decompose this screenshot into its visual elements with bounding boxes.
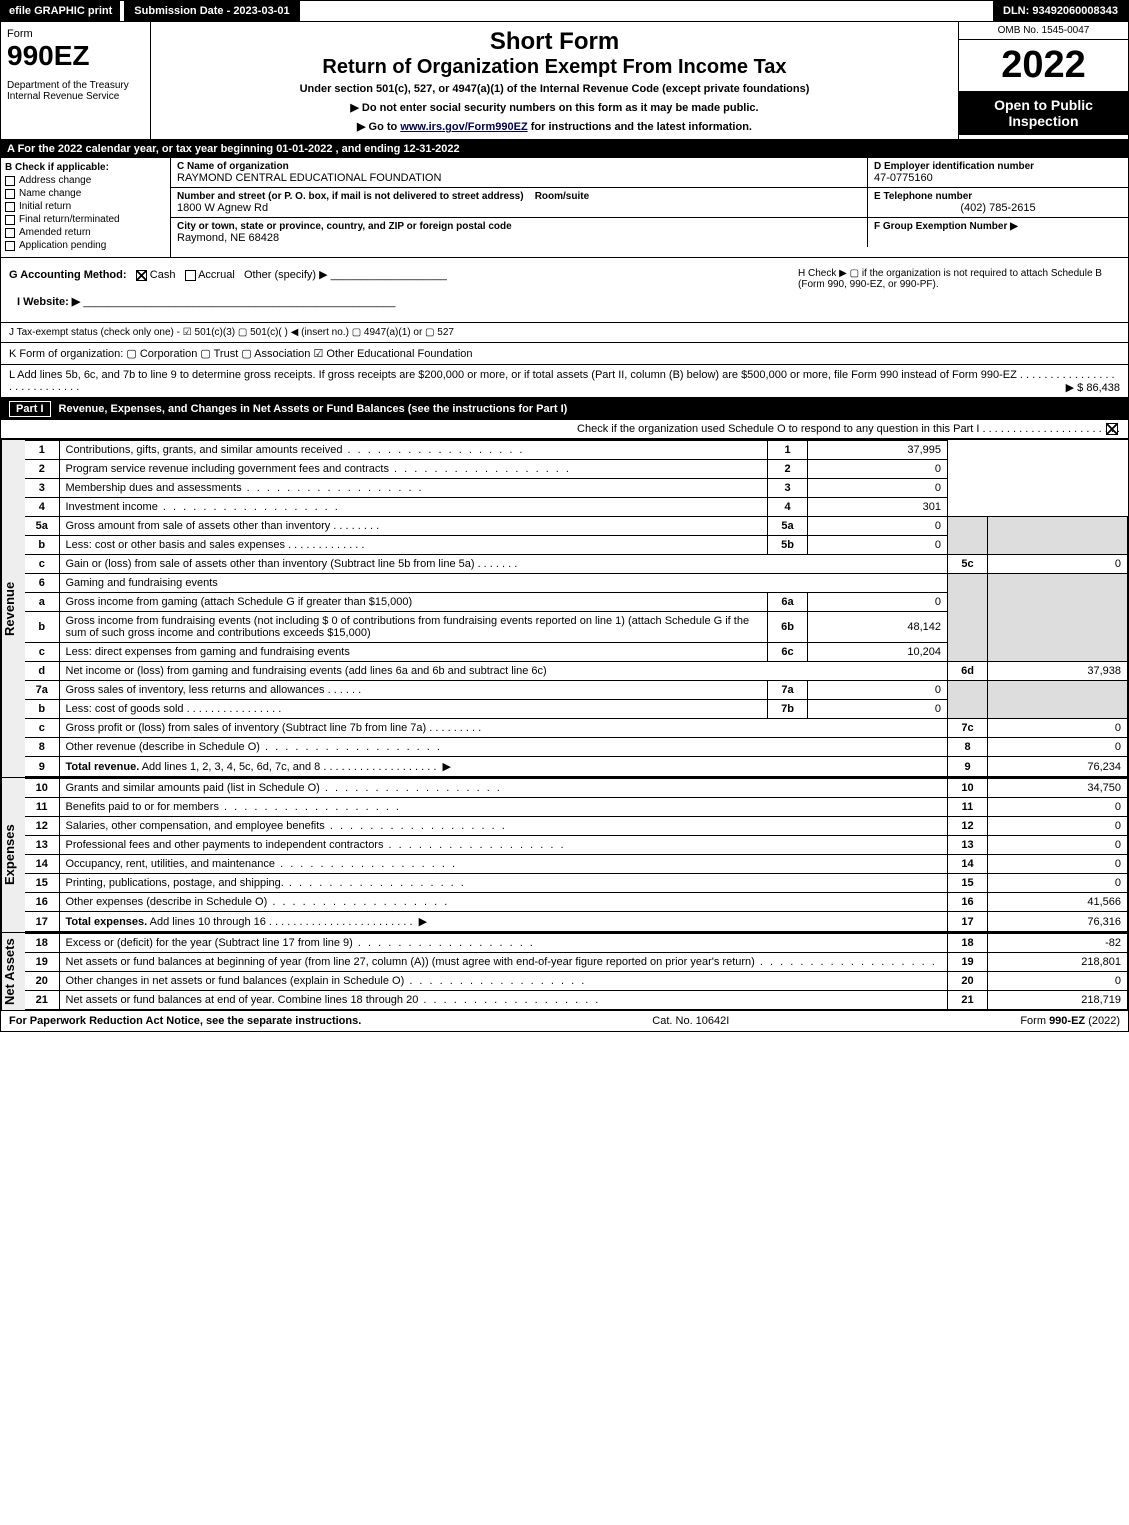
line-20: 20Other changes in net assets or fund ba… [25, 972, 1128, 991]
sidebar-revenue: Revenue [1, 440, 25, 777]
note-link: ▶ Go to www.irs.gov/Form990EZ for instru… [159, 120, 950, 133]
footer-left: For Paperwork Reduction Act Notice, see … [9, 1015, 361, 1027]
dln-label: DLN: 93492060008343 [993, 1, 1128, 21]
irs-link[interactable]: www.irs.gov/Form990EZ [400, 121, 527, 133]
part1-check-note: Check if the organization used Schedule … [1, 420, 1128, 439]
line-16: 16Other expenses (describe in Schedule O… [25, 893, 1128, 912]
section-b: B Check if applicable: Address change Na… [1, 158, 171, 257]
line-14: 14Occupancy, rent, utilities, and mainte… [25, 855, 1128, 874]
line-15: 15Printing, publications, postage, and s… [25, 874, 1128, 893]
check-accrual[interactable] [185, 270, 196, 281]
header-left: Form 990EZ Department of the Treasury In… [1, 22, 151, 139]
note-ssn: ▶ Do not enter social security numbers o… [159, 101, 950, 114]
form-number: 990EZ [7, 40, 144, 72]
line-1: 1Contributions, gifts, grants, and simil… [25, 441, 1128, 460]
page-footer: For Paperwork Reduction Act Notice, see … [1, 1011, 1128, 1031]
line-12: 12Salaries, other compensation, and empl… [25, 817, 1128, 836]
section-c-name: C Name of organization RAYMOND CENTRAL E… [171, 158, 868, 187]
omb-number: OMB No. 1545-0047 [959, 22, 1128, 40]
top-bar: efile GRAPHIC print Submission Date - 20… [1, 1, 1128, 22]
section-b-label: B Check if applicable: [5, 162, 166, 173]
line-7c: cGross profit or (loss) from sales of in… [25, 719, 1128, 738]
line-2: 2Program service revenue including gover… [25, 460, 1128, 479]
part1-title: Revenue, Expenses, and Changes in Net As… [59, 403, 568, 415]
check-final-return[interactable]: Final return/terminated [5, 214, 166, 225]
header-right: OMB No. 1545-0047 2022 Open to Public In… [958, 22, 1128, 139]
line-5a: 5aGross amount from sale of assets other… [25, 517, 1128, 536]
check-address-change[interactable]: Address change [5, 175, 166, 186]
revenue-table: 1Contributions, gifts, grants, and simil… [25, 440, 1128, 777]
inspection-badge: Open to Public Inspection [959, 91, 1128, 135]
tax-year: 2022 [959, 40, 1128, 91]
section-j: J Tax-exempt status (check only one) - ☑… [1, 323, 1128, 343]
netassets-section: Net Assets 18Excess or (deficit) for the… [1, 933, 1128, 1011]
header-mid: Short Form Return of Organization Exempt… [151, 22, 958, 139]
netassets-table: 18Excess or (deficit) for the year (Subt… [25, 933, 1128, 1010]
expenses-table: 10Grants and similar amounts paid (list … [25, 778, 1128, 932]
section-g-h: G Accounting Method: Cash Accrual Other … [1, 258, 1128, 323]
city-value: Raymond, NE 68428 [177, 232, 861, 244]
form-header: Form 990EZ Department of the Treasury In… [1, 22, 1128, 140]
section-h: H Check ▶ ▢ if the organization is not r… [798, 268, 1118, 290]
ein-value: 47-0775160 [874, 172, 1122, 184]
part1-header: Part I Revenue, Expenses, and Changes in… [1, 398, 1128, 420]
check-initial-return[interactable]: Initial return [5, 201, 166, 212]
section-d: D Employer identification number 47-0775… [868, 158, 1128, 187]
line-21: 21Net assets or fund balances at end of … [25, 991, 1128, 1010]
section-cde: C Name of organization RAYMOND CENTRAL E… [171, 158, 1128, 257]
sidebar-netassets: Net Assets [1, 933, 25, 1010]
telephone-value: (402) 785-2615 [874, 202, 1122, 214]
check-amended-return[interactable]: Amended return [5, 227, 166, 238]
line-19: 19Net assets or fund balances at beginni… [25, 953, 1128, 972]
line-8: 8Other revenue (describe in Schedule O)8… [25, 738, 1128, 757]
submission-date: Submission Date - 2023-03-01 [124, 1, 299, 21]
line-11: 11Benefits paid to or for members110 [25, 798, 1128, 817]
line-9: 9Total revenue. Add lines 1, 2, 3, 4, 5c… [25, 757, 1128, 777]
section-f: F Group Exemption Number ▶ [868, 218, 1128, 247]
section-c-street: Number and street (or P. O. box, if mail… [171, 188, 868, 217]
part1-label: Part I [9, 401, 51, 417]
footer-mid: Cat. No. 10642I [652, 1015, 729, 1027]
expenses-section: Expenses 10Grants and similar amounts pa… [1, 778, 1128, 933]
line-13: 13Professional fees and other payments t… [25, 836, 1128, 855]
check-application-pending[interactable]: Application pending [5, 240, 166, 251]
org-name: RAYMOND CENTRAL EDUCATIONAL FOUNDATION [177, 172, 861, 184]
line-17: 17Total expenses. Add lines 10 through 1… [25, 912, 1128, 932]
dept-label: Department of the Treasury Internal Reve… [7, 80, 144, 102]
street-value: 1800 W Agnew Rd [177, 202, 861, 214]
section-c-city: City or town, state or province, country… [171, 218, 868, 247]
section-e: E Telephone number (402) 785-2615 [868, 188, 1128, 217]
revenue-section: Revenue 1Contributions, gifts, grants, a… [1, 439, 1128, 778]
accounting-label: G Accounting Method: [9, 269, 127, 281]
line-3: 3Membership dues and assessments30 [25, 479, 1128, 498]
title-return: Return of Organization Exempt From Incom… [159, 56, 950, 79]
form-page: efile GRAPHIC print Submission Date - 20… [0, 0, 1129, 1032]
line-10: 10Grants and similar amounts paid (list … [25, 779, 1128, 798]
line-7a: 7aGross sales of inventory, less returns… [25, 681, 1128, 700]
info-block: B Check if applicable: Address change Na… [1, 158, 1128, 258]
line-18: 18Excess or (deficit) for the year (Subt… [25, 934, 1128, 953]
section-l: L Add lines 5b, 6c, and 7b to line 9 to … [1, 365, 1128, 398]
sidebar-expenses: Expenses [1, 778, 25, 932]
section-i: I Website: ▶ ___________________________… [9, 291, 1120, 312]
title-short-form: Short Form [159, 28, 950, 56]
form-word: Form [7, 28, 144, 40]
schedule-o-checkbox[interactable] [1106, 423, 1118, 435]
check-cash[interactable] [136, 270, 147, 281]
line-4: 4Investment income4301 [25, 498, 1128, 517]
check-name-change[interactable]: Name change [5, 188, 166, 199]
subtitle: Under section 501(c), 527, or 4947(a)(1)… [159, 83, 950, 95]
footer-right: Form 990-EZ (2022) [1020, 1015, 1120, 1027]
efile-badge: efile GRAPHIC print [1, 1, 120, 21]
line-6d: dNet income or (loss) from gaming and fu… [25, 662, 1128, 681]
section-k: K Form of organization: ▢ Corporation ▢ … [1, 343, 1128, 365]
line-5c: cGain or (loss) from sale of assets othe… [25, 555, 1128, 574]
section-l-amount: ▶ $ 86,438 [1066, 381, 1120, 394]
section-a: A For the 2022 calendar year, or tax yea… [1, 140, 1128, 158]
line-6: 6Gaming and fundraising events [25, 574, 1128, 593]
